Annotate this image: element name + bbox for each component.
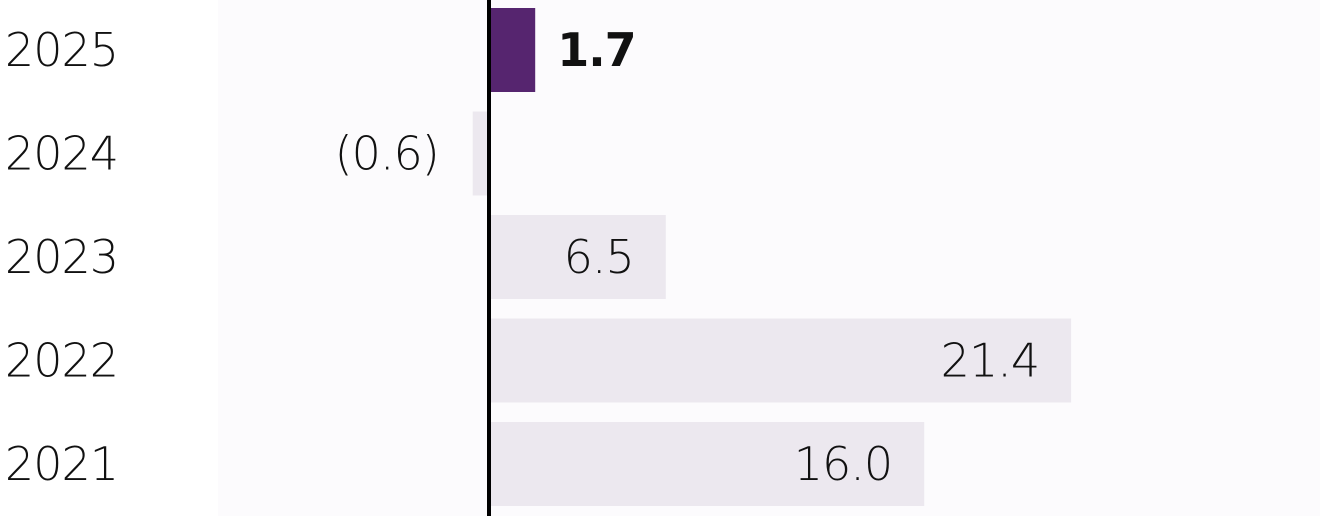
labels-layer: 2025 1.7 2024 (0.6) 2023 6.5 2022 21.4 2021 16.0 xyxy=(5,23,1040,491)
category-label-2022: 2022 xyxy=(5,334,118,388)
value-label-2022: 21.4 xyxy=(941,334,1039,388)
category-label-2021: 2021 xyxy=(5,437,118,491)
value-label-2023: 6.5 xyxy=(564,230,634,284)
bar-2025 xyxy=(489,8,536,92)
bar-2022 xyxy=(489,318,1072,403)
bar-2024 xyxy=(472,111,489,196)
value-label-2021: 16.0 xyxy=(794,437,892,491)
category-label-2024: 2024 xyxy=(5,127,118,181)
value-label-2024: (0.6) xyxy=(335,127,439,181)
bar-2021 xyxy=(489,422,925,506)
category-label-2023: 2023 xyxy=(5,230,118,284)
bar-2023 xyxy=(489,215,666,299)
value-label-2025: 1.7 xyxy=(557,23,636,77)
category-label-2025: 2025 xyxy=(5,23,118,77)
bars-layer xyxy=(472,8,1072,506)
